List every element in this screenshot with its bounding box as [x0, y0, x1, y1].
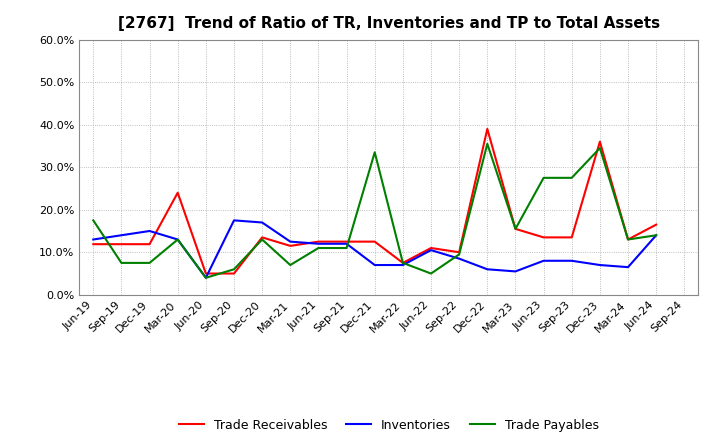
Trade Receivables — [286, 243, 294, 249]
Inventories — [117, 233, 126, 238]
Trade Payables — [314, 246, 323, 251]
Trade Payables — [427, 271, 436, 276]
Inventories — [286, 239, 294, 244]
Line: Trade Receivables: Trade Receivables — [94, 129, 656, 274]
Inventories — [342, 241, 351, 246]
Trade Receivables — [174, 190, 182, 195]
Trade Receivables — [567, 235, 576, 240]
Trade Receivables — [399, 260, 408, 266]
Trade Payables — [342, 246, 351, 251]
Trade Receivables — [89, 242, 98, 247]
Inventories — [624, 264, 632, 270]
Trade Receivables — [314, 239, 323, 244]
Inventories — [314, 241, 323, 246]
Trade Receivables — [342, 239, 351, 244]
Trade Payables — [483, 141, 492, 147]
Inventories — [230, 218, 238, 223]
Trade Receivables — [230, 271, 238, 276]
Trade Payables — [230, 267, 238, 272]
Trade Receivables — [427, 246, 436, 251]
Trade Receivables — [483, 126, 492, 132]
Trade Payables — [89, 218, 98, 223]
Trade Payables — [455, 252, 464, 257]
Trade Receivables — [539, 235, 548, 240]
Trade Receivables — [455, 249, 464, 255]
Trade Payables — [511, 226, 520, 231]
Trade Payables — [399, 260, 408, 266]
Trade Receivables — [258, 235, 266, 240]
Trade Payables — [117, 260, 126, 266]
Trade Payables — [258, 237, 266, 242]
Trade Payables — [567, 175, 576, 180]
Inventories — [652, 233, 660, 238]
Inventories — [202, 275, 210, 280]
Inventories — [89, 237, 98, 242]
Trade Receivables — [370, 239, 379, 244]
Trade Receivables — [652, 222, 660, 227]
Inventories — [399, 262, 408, 268]
Inventories — [174, 237, 182, 242]
Trade Receivables — [595, 139, 604, 144]
Trade Payables — [370, 150, 379, 155]
Trade Payables — [595, 145, 604, 150]
Inventories — [567, 258, 576, 264]
Legend: Trade Receivables, Inventories, Trade Payables: Trade Receivables, Inventories, Trade Pa… — [174, 414, 604, 436]
Trade Payables — [202, 275, 210, 280]
Trade Payables — [624, 237, 632, 242]
Trade Receivables — [202, 271, 210, 276]
Inventories — [511, 269, 520, 274]
Inventories — [595, 262, 604, 268]
Inventories — [258, 220, 266, 225]
Trade Payables — [286, 262, 294, 268]
Line: Inventories: Inventories — [94, 220, 656, 278]
Trade Receivables — [145, 242, 154, 247]
Trade Payables — [145, 260, 154, 266]
Trade Payables — [652, 233, 660, 238]
Inventories — [427, 247, 436, 253]
Inventories — [145, 228, 154, 234]
Trade Payables — [539, 175, 548, 180]
Line: Trade Payables: Trade Payables — [94, 144, 656, 278]
Trade Receivables — [117, 242, 126, 247]
Trade Receivables — [511, 226, 520, 231]
Inventories — [370, 262, 379, 268]
Title: [2767]  Trend of Ratio of TR, Inventories and TP to Total Assets: [2767] Trend of Ratio of TR, Inventories… — [118, 16, 660, 32]
Inventories — [539, 258, 548, 264]
Inventories — [483, 267, 492, 272]
Trade Receivables — [624, 237, 632, 242]
Inventories — [455, 256, 464, 261]
Trade Payables — [174, 237, 182, 242]
